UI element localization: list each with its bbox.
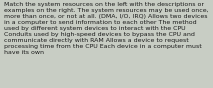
Text: Match the system resources on the left with the descriptions or
examples on the : Match the system resources on the left w…	[4, 2, 209, 55]
